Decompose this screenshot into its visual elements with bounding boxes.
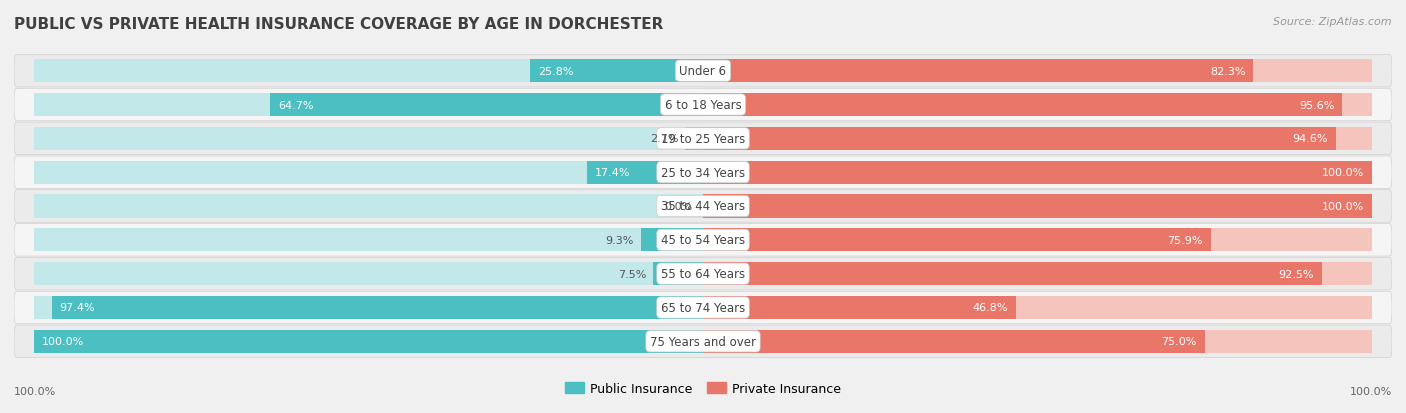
Bar <box>703 94 1372 117</box>
FancyBboxPatch shape <box>14 258 1392 290</box>
Bar <box>685 128 703 150</box>
Text: 6 to 18 Years: 6 to 18 Years <box>665 99 741 112</box>
Text: 100.0%: 100.0% <box>1350 387 1392 396</box>
Bar <box>703 330 1205 353</box>
Bar <box>34 94 703 117</box>
Bar <box>703 296 1017 319</box>
Text: 97.4%: 97.4% <box>59 303 96 313</box>
FancyBboxPatch shape <box>14 123 1392 155</box>
Bar <box>652 263 703 285</box>
Text: 9.3%: 9.3% <box>606 235 634 245</box>
Text: PUBLIC VS PRIVATE HEALTH INSURANCE COVERAGE BY AGE IN DORCHESTER: PUBLIC VS PRIVATE HEALTH INSURANCE COVER… <box>14 17 664 31</box>
Text: 100.0%: 100.0% <box>42 337 84 347</box>
Bar <box>34 296 703 319</box>
FancyBboxPatch shape <box>14 55 1392 88</box>
Text: 75.0%: 75.0% <box>1161 337 1197 347</box>
Text: 35 to 44 Years: 35 to 44 Years <box>661 200 745 213</box>
Bar <box>703 296 1372 319</box>
Text: 45 to 54 Years: 45 to 54 Years <box>661 234 745 247</box>
Text: 55 to 64 Years: 55 to 64 Years <box>661 268 745 280</box>
Bar <box>703 94 1343 117</box>
Bar <box>703 229 1211 252</box>
Bar <box>703 161 1372 184</box>
Text: 95.6%: 95.6% <box>1299 100 1334 110</box>
Bar <box>52 296 703 319</box>
Text: 75 Years and over: 75 Years and over <box>650 335 756 348</box>
Text: 25.8%: 25.8% <box>538 66 574 76</box>
Bar <box>703 263 1322 285</box>
Bar <box>703 330 1372 353</box>
Bar <box>270 94 703 117</box>
Text: 65 to 74 Years: 65 to 74 Years <box>661 301 745 314</box>
Text: Under 6: Under 6 <box>679 65 727 78</box>
Text: 100.0%: 100.0% <box>1322 168 1364 178</box>
FancyBboxPatch shape <box>14 157 1392 189</box>
Text: 25 to 34 Years: 25 to 34 Years <box>661 166 745 179</box>
Text: 2.7%: 2.7% <box>650 134 678 144</box>
Bar <box>34 229 703 252</box>
Bar <box>641 229 703 252</box>
Bar <box>703 60 1254 83</box>
Bar <box>703 195 1372 218</box>
Bar <box>530 60 703 83</box>
Bar <box>586 161 703 184</box>
Bar <box>703 263 1372 285</box>
Text: 100.0%: 100.0% <box>14 387 56 396</box>
Bar <box>703 128 1336 150</box>
Bar <box>703 161 1372 184</box>
Text: 19 to 25 Years: 19 to 25 Years <box>661 133 745 145</box>
Text: 64.7%: 64.7% <box>278 100 314 110</box>
Text: 0.0%: 0.0% <box>665 202 693 211</box>
Bar <box>34 60 703 83</box>
Bar <box>703 195 1372 218</box>
Text: 100.0%: 100.0% <box>1322 202 1364 211</box>
FancyBboxPatch shape <box>14 89 1392 121</box>
Bar <box>703 60 1372 83</box>
Bar <box>34 128 703 150</box>
Text: Source: ZipAtlas.com: Source: ZipAtlas.com <box>1274 17 1392 26</box>
Text: 46.8%: 46.8% <box>973 303 1008 313</box>
Text: 75.9%: 75.9% <box>1167 235 1202 245</box>
Text: 92.5%: 92.5% <box>1278 269 1313 279</box>
Legend: Public Insurance, Private Insurance: Public Insurance, Private Insurance <box>565 382 841 395</box>
Text: 82.3%: 82.3% <box>1211 66 1246 76</box>
Bar <box>34 263 703 285</box>
Bar <box>703 128 1372 150</box>
Bar <box>34 195 703 218</box>
FancyBboxPatch shape <box>14 325 1392 358</box>
Bar <box>34 330 703 353</box>
Text: 94.6%: 94.6% <box>1292 134 1327 144</box>
FancyBboxPatch shape <box>14 224 1392 256</box>
FancyBboxPatch shape <box>14 190 1392 223</box>
Text: 7.5%: 7.5% <box>617 269 647 279</box>
FancyBboxPatch shape <box>14 292 1392 324</box>
Text: 17.4%: 17.4% <box>595 168 630 178</box>
Bar <box>703 229 1372 252</box>
Bar <box>34 330 703 353</box>
Bar <box>34 161 703 184</box>
